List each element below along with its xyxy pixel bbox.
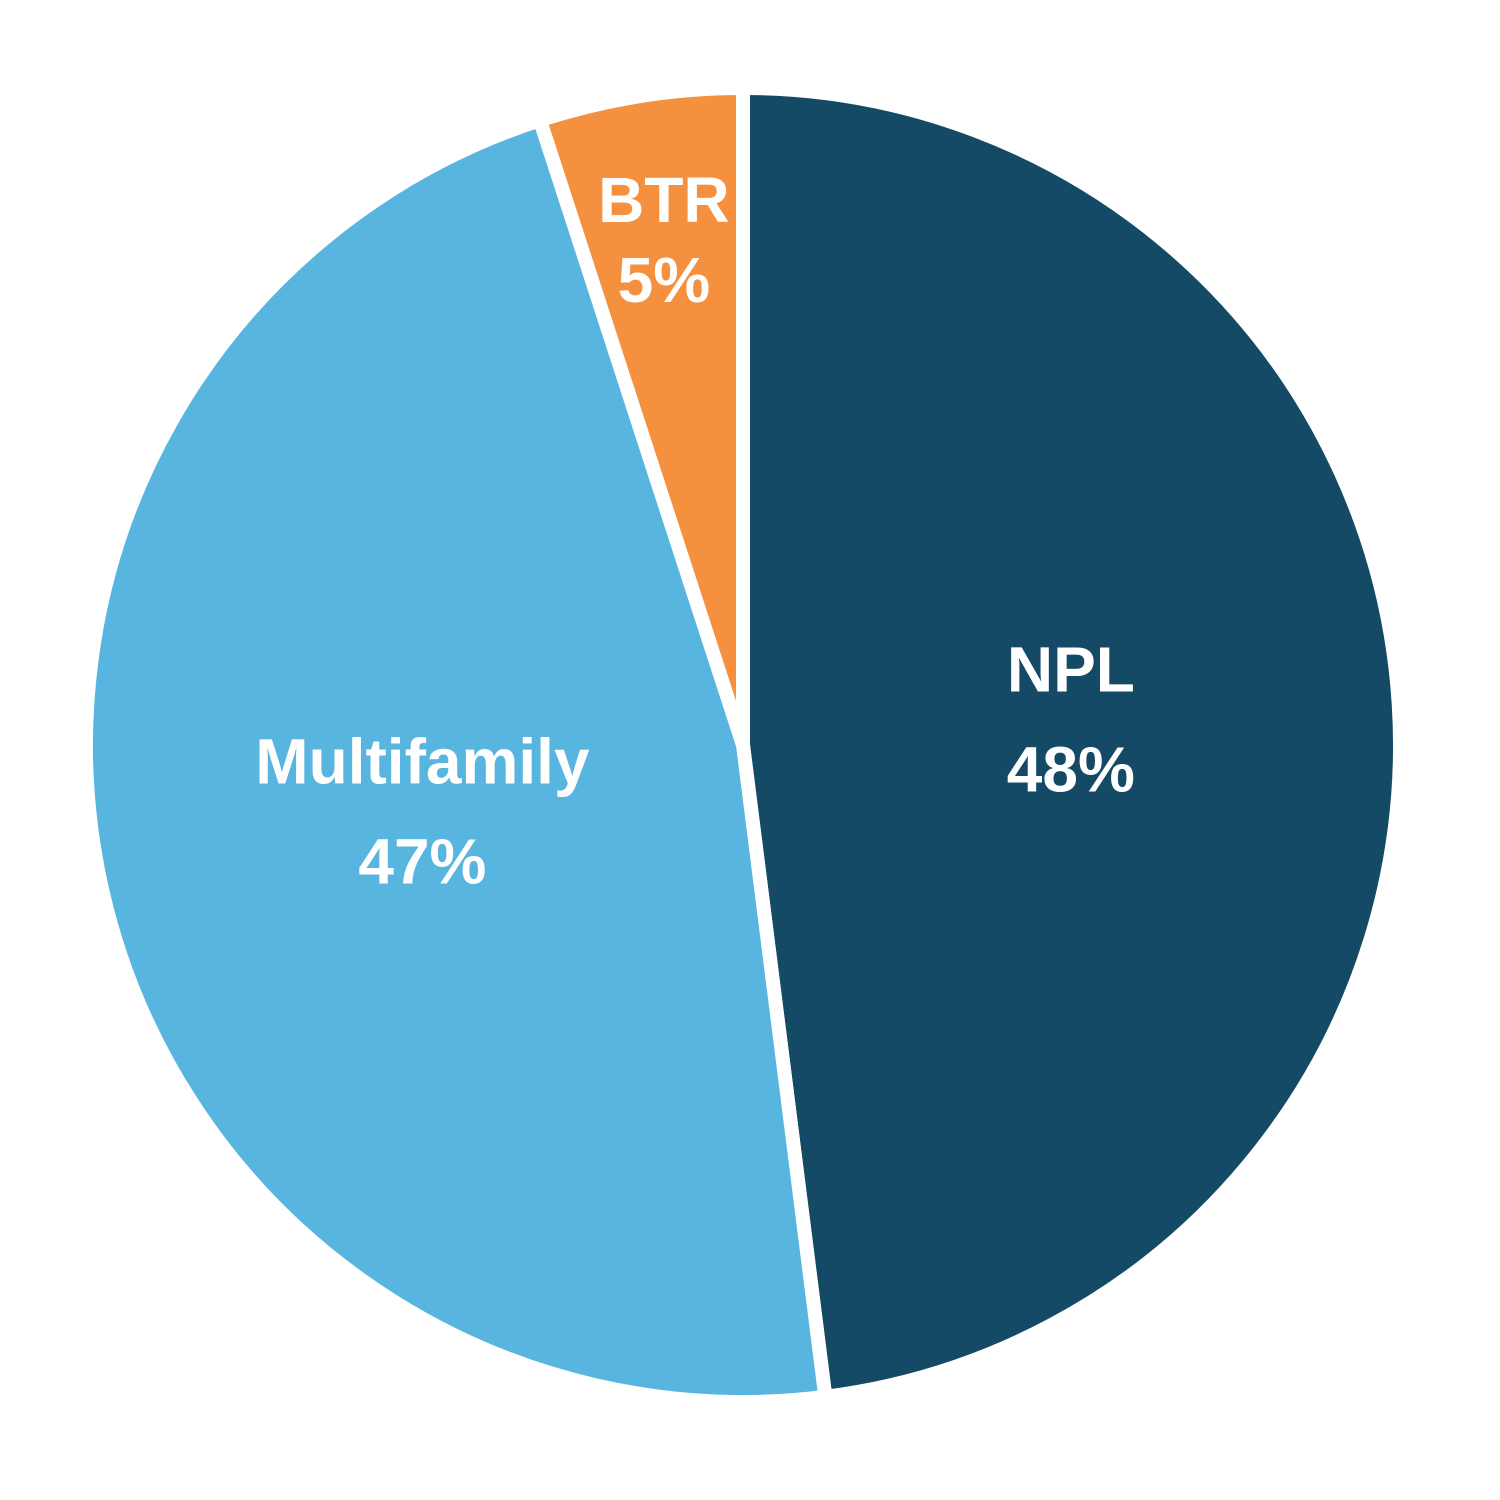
value-label: 5% [618, 244, 711, 316]
value-label: 48% [1007, 733, 1135, 805]
value-label: 47% [358, 826, 486, 898]
slice-label: BTR [598, 164, 730, 236]
pie-slice [736, 81, 1407, 1404]
pie-slice [532, 81, 750, 752]
slice-label: Multifamily [255, 726, 590, 798]
slice-label: NPL [1007, 633, 1135, 705]
